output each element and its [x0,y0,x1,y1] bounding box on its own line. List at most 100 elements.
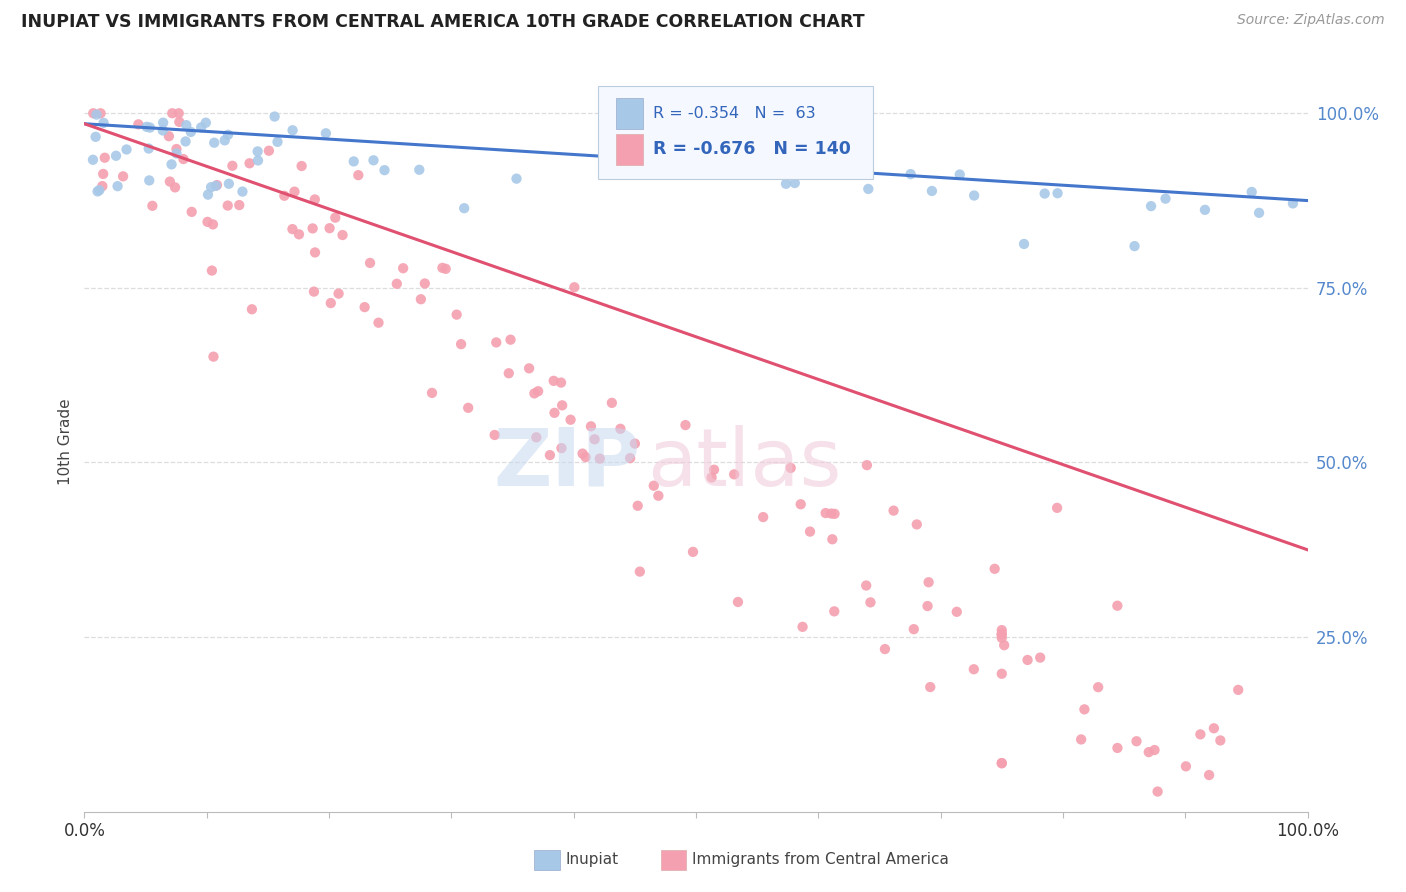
Point [91,179,114,194]
Point [945,605,967,619]
Point [174,118,197,132]
Point [1123,239,1146,253]
Point [1194,202,1216,217]
Point [517,361,540,376]
Point [903,622,925,636]
Point [315,126,337,140]
Point [82,153,104,167]
Point [1174,759,1197,773]
Point [789,497,811,511]
Point [228,198,250,212]
Point [855,578,877,592]
Point [86,185,108,199]
Point [1125,734,1147,748]
Point [202,136,225,150]
Point [1140,199,1163,213]
Point [162,106,184,120]
Point [332,227,354,242]
Point [704,160,727,174]
Point [318,221,340,235]
Y-axis label: 10th Grade: 10th Grade [58,398,73,485]
Point [347,168,370,182]
Point [523,386,546,401]
Point [197,187,219,202]
Point [1012,237,1035,252]
Point [991,623,1014,637]
Point [905,517,928,532]
Point [770,153,793,168]
Point [991,666,1014,681]
Point [991,756,1014,770]
Point [1029,650,1052,665]
Point [281,222,304,236]
Point [82,106,104,120]
Point [1046,186,1069,201]
Point [628,565,651,579]
Text: atlas: atlas [647,425,841,503]
Point [1107,599,1129,613]
Point [221,159,243,173]
Point [141,199,163,213]
Point [619,451,641,466]
Point [1240,185,1263,199]
Point [538,448,561,462]
Point [643,479,665,493]
Point [392,261,415,276]
Point [266,135,288,149]
Point [920,680,942,694]
Point [167,106,190,120]
Point [1107,741,1129,756]
Point [752,510,775,524]
Point [434,261,457,276]
Point [821,533,844,547]
Bar [616,98,644,129]
Point [792,620,814,634]
Point [917,599,939,613]
Point [304,245,326,260]
Point [138,173,160,187]
Point [856,458,879,472]
Point [550,376,572,390]
Point [432,260,454,275]
Point [180,125,202,139]
Point [291,159,314,173]
Point [91,167,114,181]
Point [107,179,129,194]
Point [498,366,520,380]
Point [1227,682,1250,697]
Point [359,256,381,270]
Point [543,374,565,388]
Text: Source: ZipAtlas.com: Source: ZipAtlas.com [1237,13,1385,28]
Point [201,263,224,277]
Point [319,296,342,310]
Point [166,142,188,156]
Point [202,350,225,364]
Point [263,110,285,124]
Point [246,145,269,159]
Point [499,333,522,347]
Point [1202,721,1225,735]
Point [247,153,270,168]
Point [1146,784,1168,798]
Point [420,385,443,400]
Point [413,277,436,291]
Text: Immigrants from Central America: Immigrants from Central America [692,853,949,867]
Point [814,506,837,520]
Point [194,116,217,130]
Text: R = -0.676   N = 140: R = -0.676 N = 140 [654,140,851,158]
Point [446,308,468,322]
Point [86,107,108,121]
Point [858,182,880,196]
Point [682,545,704,559]
Point [524,430,547,444]
Point [983,562,1005,576]
Point [505,171,527,186]
Point [205,178,228,192]
Point [485,335,508,350]
Point [1249,206,1271,220]
Point [89,183,111,197]
Point [197,215,219,229]
Point [1046,500,1069,515]
Point [139,120,162,135]
Point [991,627,1014,641]
